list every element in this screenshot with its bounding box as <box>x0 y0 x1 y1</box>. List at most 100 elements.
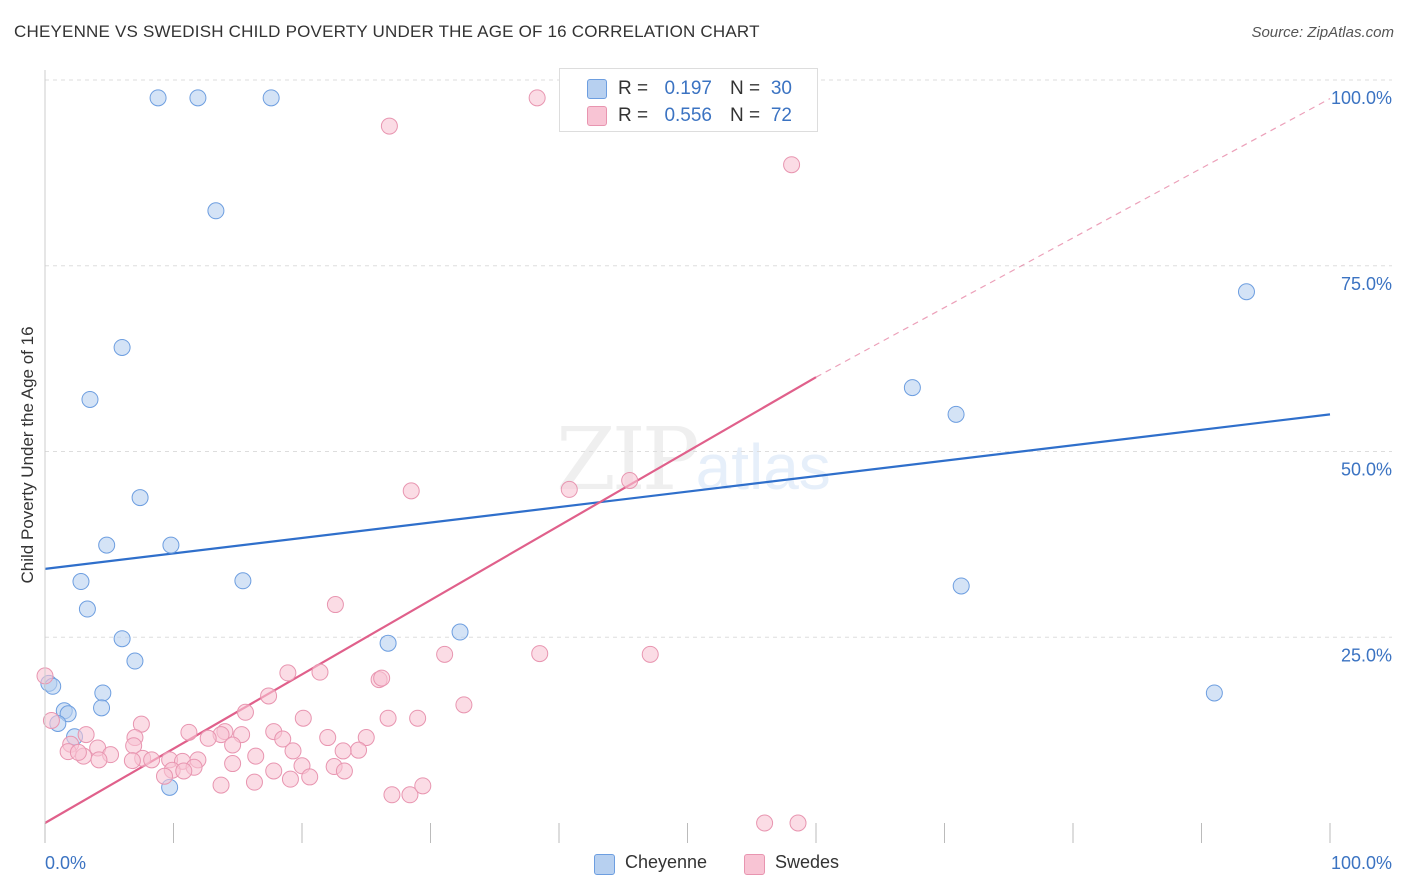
cheyenne-point <box>72 573 90 591</box>
swedes-point <box>180 723 198 741</box>
cheyenne-point <box>234 572 252 590</box>
swedes-point <box>281 770 299 788</box>
n-label: N = <box>730 105 761 126</box>
cheyenne-legend-swatch <box>594 854 615 875</box>
swedes-point <box>311 663 329 681</box>
swedes-point <box>143 751 161 769</box>
swedes-point <box>247 747 265 765</box>
legend-label: Swedes <box>775 852 840 872</box>
swedes-point <box>402 482 420 500</box>
swedes-point <box>69 743 87 761</box>
swedes-point <box>379 709 397 727</box>
swedes-legend-swatch <box>744 854 765 875</box>
cheyenne-point <box>113 630 131 648</box>
swedes-point <box>224 736 242 754</box>
cheyenne-point <box>1205 684 1223 702</box>
cheyenne-point <box>126 652 144 670</box>
gridlines <box>45 79 1392 638</box>
cheyenne-point <box>262 89 280 107</box>
r-label: R = <box>618 78 649 99</box>
swedes-point <box>224 755 242 773</box>
swedes-trend-extension <box>815 98 1331 378</box>
legend: Cheyenne Swedes <box>0 851 1406 879</box>
swedes-point <box>77 726 95 744</box>
swedes-point <box>301 768 319 786</box>
swedes-point <box>335 762 353 780</box>
swedes-point <box>175 762 193 780</box>
watermark-atlas: atlas <box>695 431 831 503</box>
swedes-point <box>409 709 427 727</box>
n-label: N = <box>730 78 761 99</box>
swedes-point <box>641 645 659 663</box>
cheyenne-point <box>947 405 965 423</box>
swedes-point <box>236 703 254 721</box>
swedes-point <box>756 814 774 832</box>
swedes-point <box>436 645 454 663</box>
n-value: 30 <box>770 78 792 99</box>
y-tick-label: 75.0% <box>1341 274 1392 294</box>
stats-row-cheyenne: R = 0.197 N = 30 <box>560 73 817 101</box>
swedes-point <box>42 711 60 729</box>
cheyenne-point <box>113 338 131 356</box>
x-tick-label: 100.0% <box>1331 853 1392 873</box>
swedes-point <box>414 777 432 795</box>
swedes-point <box>326 596 344 614</box>
stats-box: R = 0.197 N = 30 R = 0.556 N = 72 <box>559 68 818 132</box>
r-label: R = <box>618 105 649 126</box>
swedes-point <box>274 730 292 748</box>
stats-row-swedes: R = 0.556 N = 72 <box>560 100 817 128</box>
swedes-point <box>373 669 391 687</box>
source-label: Source: ZipAtlas.com <box>1251 24 1394 41</box>
swedes-point <box>383 786 401 804</box>
swedes-point <box>621 471 639 489</box>
cheyenne-point <box>149 89 167 107</box>
swedes-swatch <box>587 106 607 126</box>
cheyenne-point <box>189 89 207 107</box>
swedes-point <box>531 645 549 663</box>
swedes-point <box>123 752 141 770</box>
swedes-point <box>401 786 419 804</box>
swedes-point <box>156 767 174 785</box>
swedes-point <box>783 156 801 174</box>
cheyenne-point <box>94 684 112 702</box>
cheyenne-point <box>207 202 225 220</box>
cheyenne-point <box>952 577 970 595</box>
swedes-point <box>560 480 578 498</box>
swedes-point <box>265 762 283 780</box>
chart-title: CHEYENNE VS SWEDISH CHILD POVERTY UNDER … <box>14 22 760 41</box>
swedes-point <box>199 729 217 747</box>
swedes-point <box>284 742 302 760</box>
axes: 25.0% 50.0% 75.0% 100.0% 0.0% 100.0% <box>44 70 1392 873</box>
swedes-trend-line <box>44 376 817 824</box>
cheyenne-swatch <box>587 79 607 99</box>
y-tick-label: 100.0% <box>1331 88 1392 108</box>
cheyenne-point <box>451 623 469 641</box>
swedes-point <box>350 741 368 759</box>
cheyenne-point <box>98 536 116 554</box>
cheyenne-point <box>162 536 180 554</box>
swedes-point <box>357 729 375 747</box>
n-value: 72 <box>770 105 792 126</box>
cheyenne-trend-line <box>44 413 1331 570</box>
y-tick-label: 50.0% <box>1341 460 1392 480</box>
cheyenne-point <box>903 379 921 397</box>
swedes-point <box>528 89 546 107</box>
swedes-point <box>334 742 352 760</box>
swedes-point <box>212 776 230 794</box>
r-value: 0.556 <box>664 105 712 126</box>
cheyenne-point <box>1237 283 1255 301</box>
legend-label: Cheyenne <box>625 852 708 872</box>
swedes-point <box>245 773 263 791</box>
swedes-point <box>455 696 473 714</box>
swedes-point <box>294 709 312 727</box>
cheyenne-point <box>93 699 111 717</box>
data-points <box>36 89 1255 832</box>
x-tick-label: 0.0% <box>45 853 86 873</box>
cheyenne-point <box>131 489 149 507</box>
swedes-point <box>319 729 337 747</box>
swedes-point <box>789 814 807 832</box>
swedes-point <box>380 117 398 135</box>
swedes-point <box>90 751 108 769</box>
cheyenne-point <box>81 390 99 408</box>
